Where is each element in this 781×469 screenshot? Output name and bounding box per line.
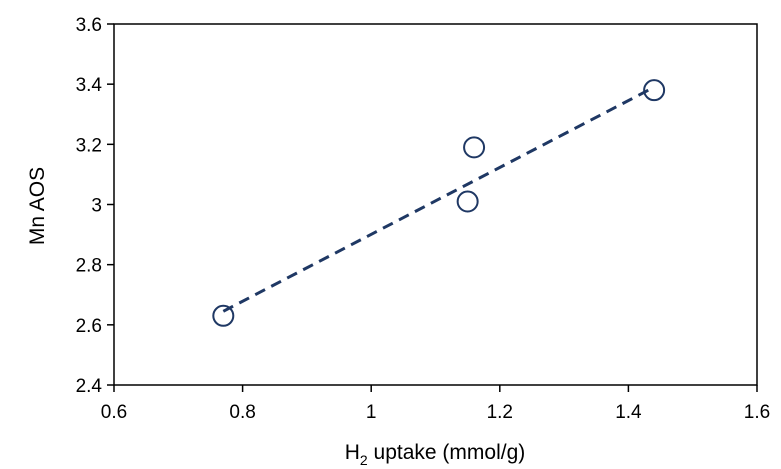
plot-area — [113, 23, 758, 386]
data-point — [212, 304, 235, 327]
x-axis-title-suffix: uptake (mmol/g) — [368, 441, 526, 464]
x-axis-title: H2 uptake (mmol/g) — [345, 441, 526, 468]
x-tick-label: 1.4 — [615, 402, 642, 423]
y-tick-label: 2.6 — [76, 316, 102, 337]
x-tick-label: 0.6 — [101, 402, 127, 423]
x-axis-title-prefix: H — [345, 441, 360, 464]
data-point — [456, 190, 479, 213]
x-tick-label: 1 — [366, 402, 377, 423]
y-tick-label: 3.2 — [76, 135, 102, 156]
x-axis: 0.6 0.8 1 1.2 1.4 1.6 — [101, 385, 770, 423]
y-tick-label: 3.4 — [76, 75, 103, 96]
x-tick-label: 0.8 — [229, 402, 255, 423]
x-tick-label: 1.6 — [744, 402, 770, 423]
y-axis-title: Mn AOS — [26, 167, 49, 245]
trendline — [222, 85, 655, 313]
y-tick-label: 2.4 — [76, 376, 103, 397]
x-axis-title-subscript: 2 — [360, 452, 368, 468]
data-point — [463, 136, 486, 159]
y-tick-label: 2.8 — [76, 256, 102, 277]
y-tick-label: 3.6 — [76, 15, 102, 36]
data-points — [212, 79, 666, 327]
x-tick-label: 1.2 — [487, 402, 513, 423]
data-point — [643, 79, 666, 102]
y-axis: 2.4 2.6 2.8 3 3.2 3.4 3.6 — [76, 15, 114, 397]
y-tick-label: 3 — [91, 196, 102, 217]
